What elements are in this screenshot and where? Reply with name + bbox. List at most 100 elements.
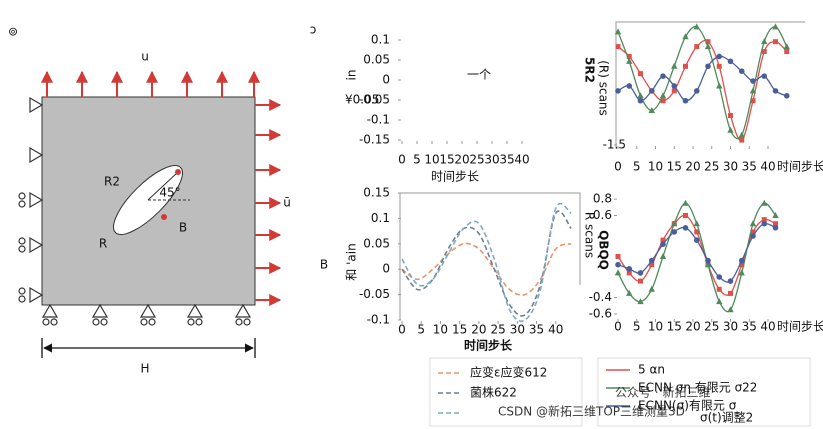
- marker: [761, 220, 768, 227]
- marker: [638, 278, 643, 284]
- x-tick-label: 0: [614, 320, 622, 334]
- marker: [682, 225, 689, 231]
- legend-label: 应变ε应变612: [470, 365, 547, 380]
- marker: [694, 229, 700, 235]
- point-label: B: [179, 221, 187, 235]
- annotation: 5R2: [583, 57, 597, 83]
- marker: [750, 229, 756, 235]
- marker: [637, 298, 644, 305]
- x-tick-label: 30: [510, 323, 525, 337]
- marker: [705, 63, 711, 70]
- marker: [626, 289, 633, 296]
- marker: [648, 88, 655, 94]
- y-axis-label: in: [345, 70, 359, 81]
- marker: [671, 88, 677, 94]
- legend-label: 菌株622: [470, 385, 517, 400]
- x-tick-label: 5: [417, 323, 425, 337]
- x-tick-label: 20: [471, 323, 486, 337]
- x-tick-label: 30: [484, 153, 499, 167]
- marker: [615, 261, 621, 268]
- y-tick-label: -0.6: [589, 306, 612, 320]
- radius-2-label: R2: [104, 175, 120, 189]
- marker: [648, 285, 655, 292]
- marker: [671, 83, 678, 89]
- axis-frame: [399, 192, 581, 320]
- point-b: [161, 214, 167, 220]
- marker: [660, 73, 666, 79]
- right-load-label: ū: [283, 196, 291, 210]
- marker: [682, 97, 689, 104]
- marker: [750, 98, 756, 104]
- marker: [682, 33, 689, 40]
- marker: [728, 112, 733, 118]
- marker: [772, 23, 779, 30]
- marker: [716, 53, 723, 60]
- series-line: [617, 55, 788, 102]
- x-tick-label: 0: [398, 323, 406, 337]
- x-tick-label: 40: [514, 153, 529, 167]
- series-line: [617, 202, 777, 313]
- x-tick-label: 15: [452, 323, 467, 337]
- side-label: B: [320, 258, 328, 272]
- marker: [626, 266, 633, 272]
- x-tick-label: 40: [760, 160, 775, 174]
- series-line: [617, 25, 788, 140]
- marker: [704, 261, 712, 268]
- x-tick-label: 10: [648, 320, 663, 334]
- point-a: [175, 169, 181, 175]
- marker: [749, 87, 757, 94]
- marker: [693, 237, 700, 243]
- marker: [728, 290, 733, 296]
- y-tick-label: -0.05: [359, 93, 390, 107]
- legend-label: ECNN(σ)有限元 σ: [638, 399, 737, 413]
- marker: [727, 58, 734, 65]
- marker: [659, 92, 667, 99]
- marker: [739, 137, 745, 143]
- x-tick-label: 35: [742, 320, 757, 334]
- series-line: [401, 242, 572, 296]
- marker: [704, 43, 712, 50]
- y-tick-label: 0: [382, 262, 390, 276]
- marker: [637, 97, 644, 104]
- marker: [683, 63, 688, 69]
- marker: [727, 278, 734, 284]
- bottom-rollers: [41, 303, 252, 326]
- annotation: R scans: [583, 212, 597, 258]
- x-tick-label: 15: [667, 160, 682, 174]
- marker: [683, 213, 688, 218]
- series-line: [617, 39, 788, 141]
- legend-label: σ(t)调整2: [700, 410, 753, 425]
- marker: [783, 43, 790, 50]
- y-tick-label: 0.8: [593, 192, 612, 206]
- marker: [716, 63, 722, 69]
- top-arrows: [41, 70, 260, 97]
- x-tick-label: 10: [424, 153, 439, 167]
- y-tick-label: -0.4: [589, 290, 612, 304]
- marker: [693, 88, 700, 94]
- marker: [739, 262, 745, 268]
- marker: [693, 220, 700, 227]
- series-line: [401, 202, 572, 323]
- x-tick-label: 20: [685, 160, 700, 174]
- marker: [615, 44, 621, 50]
- marker: [693, 23, 700, 30]
- x-tick-label: 35: [529, 323, 544, 337]
- top-mark: ɔ: [310, 23, 317, 37]
- marker: [705, 257, 711, 264]
- marker: [626, 57, 633, 64]
- marker: [750, 78, 756, 84]
- x-tick-label: 5: [633, 320, 641, 334]
- y-tick-label: -0.1: [367, 313, 390, 327]
- marker: [649, 262, 655, 268]
- marker: [705, 39, 711, 45]
- marker: [614, 28, 622, 35]
- y-tick-label: 0.15: [363, 186, 390, 200]
- x-tick-label: 40: [548, 323, 563, 337]
- marker: [671, 62, 678, 69]
- y-tick-label: -0.1: [367, 113, 390, 127]
- marker: [648, 107, 655, 114]
- legend-box: [597, 357, 811, 427]
- angle-label: 45°: [159, 186, 180, 200]
- marker: [761, 217, 767, 223]
- annotation: ¥0.05: [345, 93, 379, 107]
